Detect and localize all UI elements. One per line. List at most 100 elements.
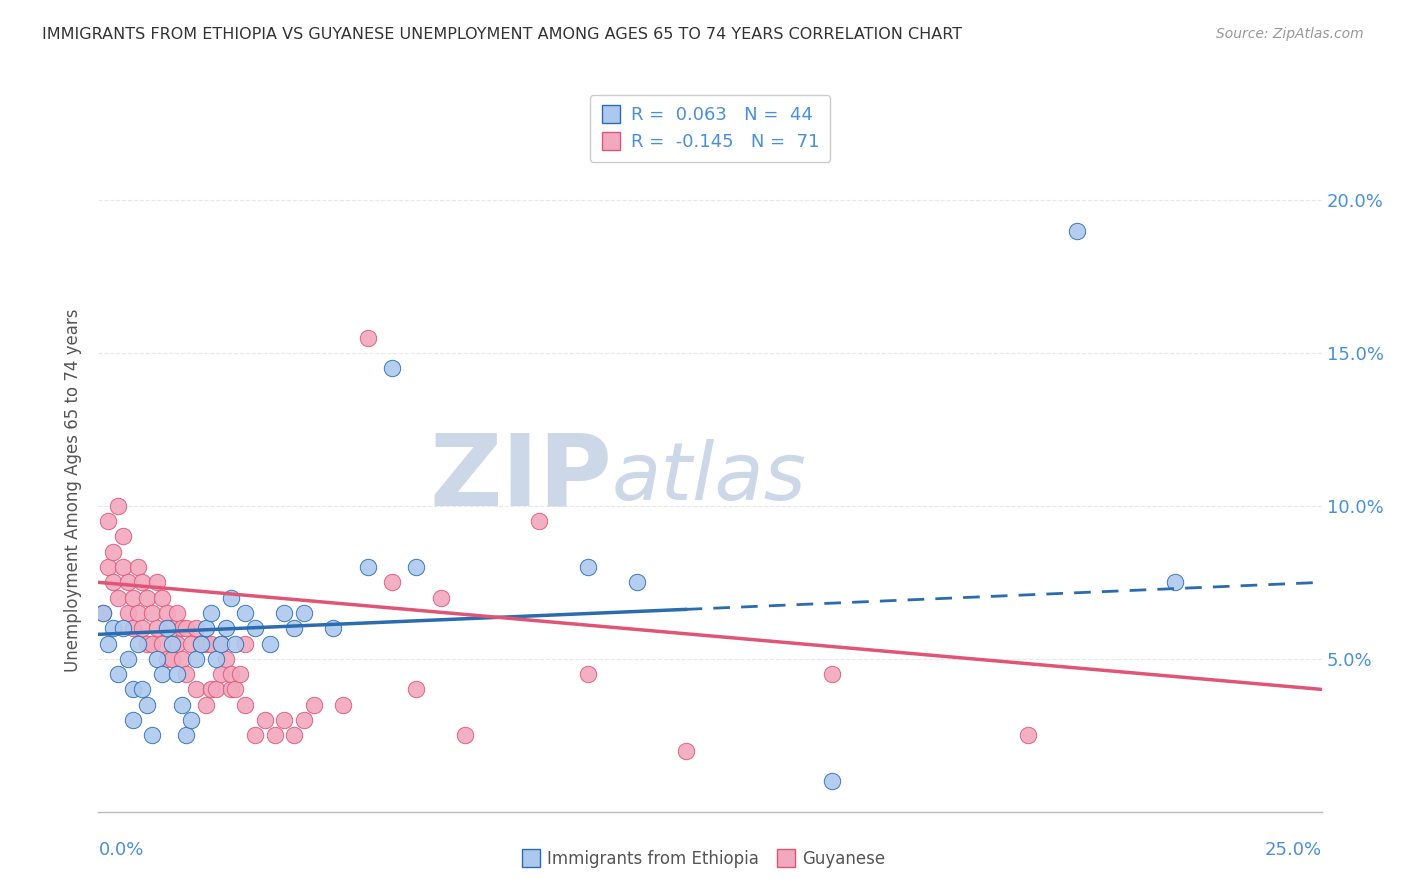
Point: [200, 682, 222, 697]
Point: [195, 698, 218, 712]
Point: [146, 575, 169, 590]
Point: [283, 621, 305, 635]
Point: [107, 591, 129, 605]
Point: [111, 560, 134, 574]
Point: [160, 621, 183, 635]
Point: [195, 621, 218, 635]
Point: [141, 606, 163, 620]
Point: [263, 728, 285, 742]
Point: [170, 698, 193, 712]
Point: [626, 575, 648, 590]
Point: [131, 575, 153, 590]
Legend: R =  0.063   N =  44, R =  -0.145   N =  71: R = 0.063 N = 44, R = -0.145 N = 71: [589, 95, 831, 161]
Point: [527, 514, 550, 528]
Point: [146, 621, 169, 635]
Point: [576, 667, 599, 681]
Point: [209, 636, 232, 650]
Point: [91, 606, 114, 620]
Point: [205, 682, 228, 697]
Point: [292, 713, 315, 727]
Point: [283, 728, 305, 742]
Legend: Immigrants from Ethiopia, Guyanese: Immigrants from Ethiopia, Guyanese: [513, 844, 893, 875]
Point: [107, 499, 129, 513]
Point: [107, 667, 129, 681]
Point: [156, 606, 179, 620]
Point: [166, 606, 188, 620]
Text: 0.0%: 0.0%: [98, 840, 143, 859]
Point: [111, 529, 134, 543]
Point: [233, 698, 256, 712]
Point: [219, 682, 242, 697]
Point: [405, 560, 427, 574]
Text: 25.0%: 25.0%: [1264, 840, 1322, 859]
Text: atlas: atlas: [612, 439, 807, 516]
Point: [356, 560, 378, 574]
Point: [332, 698, 354, 712]
Point: [127, 560, 149, 574]
Point: [821, 667, 844, 681]
Point: [576, 560, 599, 574]
Point: [200, 636, 222, 650]
Point: [224, 636, 246, 650]
Point: [156, 652, 179, 666]
Point: [273, 606, 295, 620]
Point: [136, 698, 159, 712]
Point: [101, 545, 124, 559]
Point: [97, 636, 120, 650]
Point: [405, 682, 427, 697]
Point: [1066, 224, 1088, 238]
Point: [160, 652, 183, 666]
Point: [101, 575, 124, 590]
Point: [121, 621, 143, 635]
Point: [91, 606, 114, 620]
Point: [97, 514, 120, 528]
Point: [229, 667, 252, 681]
Point: [243, 728, 266, 742]
Point: [381, 575, 404, 590]
Point: [176, 728, 198, 742]
Point: [180, 636, 202, 650]
Point: [243, 621, 266, 635]
Point: [302, 698, 325, 712]
Point: [219, 667, 242, 681]
Point: [381, 361, 404, 376]
Point: [121, 682, 143, 697]
Point: [150, 667, 173, 681]
Point: [170, 621, 193, 635]
Point: [292, 606, 315, 620]
Point: [117, 652, 139, 666]
Point: [214, 621, 236, 635]
Point: [141, 728, 163, 742]
Point: [180, 713, 202, 727]
Point: [176, 621, 198, 635]
Point: [195, 636, 218, 650]
Point: [186, 682, 208, 697]
Point: [322, 621, 344, 635]
Point: [190, 636, 212, 650]
Point: [150, 636, 173, 650]
Point: [166, 667, 188, 681]
Point: [97, 560, 120, 574]
Point: [259, 636, 281, 650]
Point: [190, 636, 212, 650]
Point: [136, 636, 159, 650]
Y-axis label: Unemployment Among Ages 65 to 74 years: Unemployment Among Ages 65 to 74 years: [65, 309, 83, 673]
Point: [233, 606, 256, 620]
Point: [121, 591, 143, 605]
Text: IMMIGRANTS FROM ETHIOPIA VS GUYANESE UNEMPLOYMENT AMONG AGES 65 TO 74 YEARS CORR: IMMIGRANTS FROM ETHIOPIA VS GUYANESE UNE…: [42, 27, 962, 42]
Point: [186, 621, 208, 635]
Point: [141, 636, 163, 650]
Point: [454, 728, 477, 742]
Point: [209, 636, 232, 650]
Point: [205, 652, 228, 666]
Point: [170, 652, 193, 666]
Point: [131, 621, 153, 635]
Point: [166, 636, 188, 650]
Point: [200, 606, 222, 620]
Point: [160, 636, 183, 650]
Point: [214, 652, 236, 666]
Point: [136, 591, 159, 605]
Point: [117, 575, 139, 590]
Point: [111, 621, 134, 635]
Point: [156, 621, 179, 635]
